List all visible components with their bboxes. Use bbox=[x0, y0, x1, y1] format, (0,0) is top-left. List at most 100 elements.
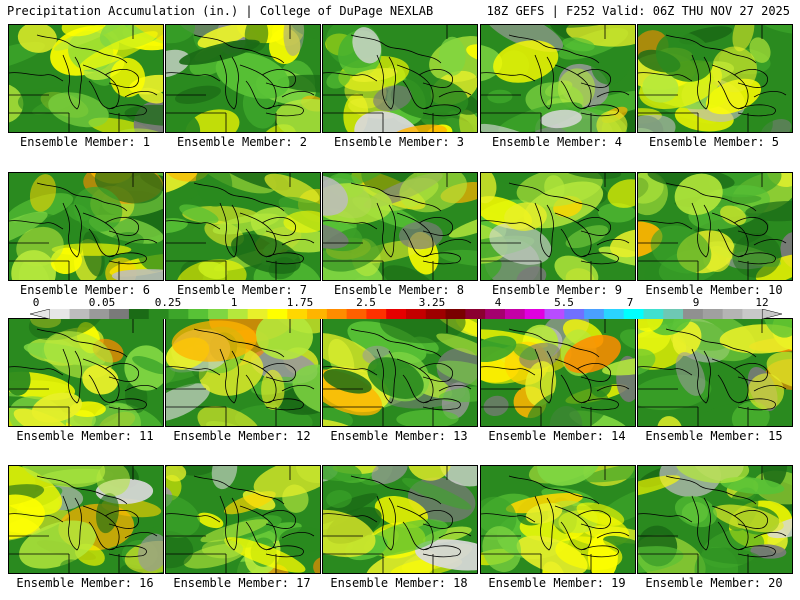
colorbar-swatch bbox=[742, 309, 763, 319]
ensemble-member-map bbox=[322, 24, 478, 133]
ensemble-member-label: Ensemble Member: 17 bbox=[173, 576, 311, 590]
great-lakes-outline bbox=[323, 319, 472, 426]
precipitation-field bbox=[638, 25, 792, 132]
colorbar-swatch bbox=[425, 309, 447, 319]
colorbar-swatch bbox=[168, 309, 189, 319]
ensemble-member-map bbox=[165, 318, 321, 427]
precipitation-field bbox=[9, 173, 163, 280]
ensemble-member-label: Ensemble Member: 9 bbox=[491, 283, 623, 297]
great-lakes-outline bbox=[323, 466, 472, 573]
great-lakes-outline bbox=[9, 319, 158, 426]
precipitation-field bbox=[638, 319, 792, 426]
colorbar-swatch bbox=[445, 309, 466, 319]
colorbar-right-arrow bbox=[761, 309, 782, 319]
ensemble-member-label: Ensemble Member: 10 bbox=[645, 283, 783, 297]
colorbar-swatch bbox=[188, 309, 209, 319]
colorbar-swatch bbox=[326, 309, 348, 319]
great-lakes-outline bbox=[481, 173, 630, 280]
great-lakes-outline bbox=[166, 25, 315, 132]
ensemble-member-label: Ensemble Member: 8 bbox=[333, 283, 465, 297]
great-lakes-outline bbox=[166, 319, 315, 426]
colorbar-swatch bbox=[524, 309, 546, 319]
model-run-info: 18Z GEFS | F252 Valid: 06Z THU NOV 27 20… bbox=[486, 4, 790, 18]
colorbar-swatch bbox=[366, 309, 387, 319]
ensemble-member-map bbox=[637, 24, 793, 133]
ensemble-member-map bbox=[8, 24, 164, 133]
great-lakes-outline bbox=[9, 466, 158, 573]
great-lakes-outline bbox=[323, 25, 472, 132]
ensemble-member-map bbox=[322, 172, 478, 281]
ensemble-member-label: Ensemble Member: 5 bbox=[648, 135, 780, 149]
ensemble-member-map bbox=[637, 172, 793, 281]
ensemble-member-map bbox=[8, 465, 164, 574]
colorbar-tick-label: 2.5 bbox=[356, 296, 376, 309]
colorbar-tick-label: 0.05 bbox=[88, 296, 116, 309]
colorbar-tick-label: 0.25 bbox=[154, 296, 182, 309]
precipitation-field bbox=[638, 173, 792, 280]
precipitation-field bbox=[166, 319, 320, 426]
precipitation-colorbar bbox=[30, 309, 782, 319]
great-lakes-outline bbox=[481, 319, 630, 426]
great-lakes-outline bbox=[638, 319, 787, 426]
precipitation-field bbox=[9, 25, 163, 132]
great-lakes-outline bbox=[166, 173, 315, 280]
colorbar-swatch bbox=[109, 309, 130, 319]
precipitation-field bbox=[481, 173, 635, 280]
colorbar-tick-label: 5.5 bbox=[554, 296, 574, 309]
great-lakes-outline bbox=[9, 173, 158, 280]
colorbar-swatch bbox=[623, 309, 644, 319]
colorbar-tick-label: 1 bbox=[230, 296, 238, 309]
great-lakes-outline bbox=[638, 173, 787, 280]
colorbar-tick-label: 1.75 bbox=[286, 296, 314, 309]
ensemble-member-label: Ensemble Member: 1 bbox=[19, 135, 151, 149]
colorbar-swatch bbox=[69, 309, 90, 319]
colorbar-swatch bbox=[346, 309, 367, 319]
ensemble-member-label: Ensemble Member: 13 bbox=[330, 429, 468, 443]
precipitation-field bbox=[638, 466, 792, 573]
colorbar-tick-label: 7 bbox=[626, 296, 634, 309]
colorbar-swatch bbox=[485, 309, 506, 319]
colorbar-tick-label: 9 bbox=[692, 296, 700, 309]
colorbar-swatch bbox=[89, 309, 110, 319]
colorbar-swatch bbox=[504, 309, 526, 319]
precipitation-field bbox=[323, 25, 477, 132]
precipitation-field bbox=[323, 319, 477, 426]
colorbar-swatch bbox=[49, 309, 71, 319]
colorbar-swatch bbox=[406, 309, 427, 319]
colorbar-swatch bbox=[148, 309, 170, 319]
great-lakes-outline bbox=[638, 466, 787, 573]
great-lakes-outline bbox=[9, 25, 158, 132]
precipitation-field bbox=[9, 319, 163, 426]
colorbar-swatch bbox=[603, 309, 625, 319]
colorbar-swatch bbox=[544, 309, 565, 319]
colorbar-tick-label: 3.25 bbox=[418, 296, 446, 309]
colorbar-swatch bbox=[227, 309, 249, 319]
precipitation-field bbox=[9, 466, 163, 573]
precipitation-field bbox=[481, 466, 635, 573]
colorbar-tick-label: 12 bbox=[755, 296, 769, 309]
product-title: Precipitation Accumulation (in.) | Colle… bbox=[7, 4, 434, 18]
great-lakes-outline bbox=[323, 173, 472, 280]
colorbar-left-arrow bbox=[30, 309, 51, 319]
colorbar-swatch bbox=[128, 309, 150, 319]
colorbar-swatch bbox=[584, 309, 605, 319]
great-lakes-outline bbox=[481, 25, 630, 132]
colorbar-tick-label: 4 bbox=[494, 296, 502, 309]
colorbar-swatch bbox=[663, 309, 684, 319]
colorbar-swatch bbox=[564, 309, 585, 319]
precipitation-field bbox=[481, 25, 635, 132]
precipitation-field bbox=[166, 466, 320, 573]
great-lakes-outline bbox=[481, 466, 630, 573]
great-lakes-outline bbox=[166, 466, 315, 573]
precipitation-field bbox=[323, 466, 477, 573]
colorbar-swatch bbox=[702, 309, 724, 319]
ensemble-member-label: Ensemble Member: 14 bbox=[488, 429, 626, 443]
ensemble-member-map bbox=[8, 172, 164, 281]
ensemble-member-map bbox=[480, 318, 636, 427]
ensemble-member-label: Ensemble Member: 19 bbox=[488, 576, 626, 590]
colorbar-swatch bbox=[307, 309, 328, 319]
ensemble-member-map bbox=[165, 172, 321, 281]
ensemble-member-label: Ensemble Member: 3 bbox=[333, 135, 465, 149]
ensemble-member-label: Ensemble Member: 7 bbox=[176, 283, 308, 297]
precipitation-field bbox=[166, 173, 320, 280]
